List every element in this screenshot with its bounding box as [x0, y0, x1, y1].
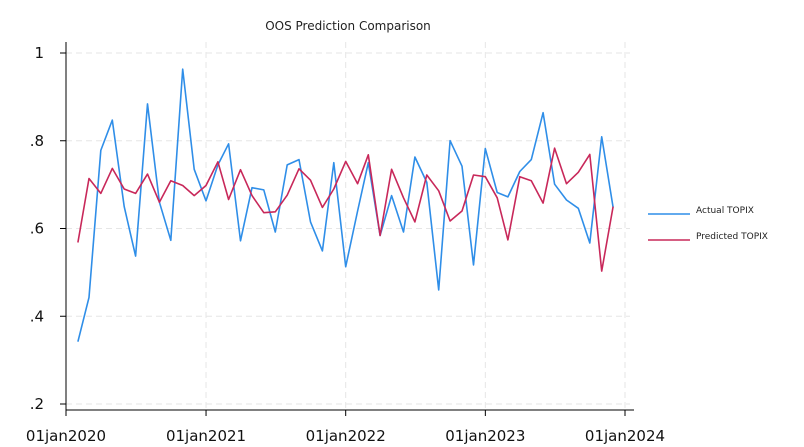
series-line-predicted-topix [77, 147, 614, 272]
gridlines [65, 42, 630, 410]
axes [65, 42, 634, 411]
x-axis-ticks: 01jan2020 01jan2021 01jan2022 01jan2023 01ja… [26, 410, 665, 445]
legend-label-predicted-topix: Predicted TOPIX [696, 232, 768, 242]
chart-title: OOS Prediction Comparison [265, 19, 431, 33]
legend-label-actual-topix: Actual TOPIX [696, 206, 754, 216]
x-tick-label: 01jan2024 [585, 427, 665, 445]
y-tick-label: .2 [30, 395, 44, 413]
series-line-actual-topix [77, 68, 614, 342]
y-axis-ticks: .2 .4 .6 .8 1 [30, 44, 66, 413]
series-lines [77, 68, 614, 342]
y-tick-label: .8 [30, 132, 44, 150]
y-tick-label: .6 [30, 220, 44, 238]
x-tick-label: 01jan2021 [166, 427, 246, 445]
x-tick-label: 01jan2023 [445, 427, 525, 445]
y-tick-label: 1 [34, 44, 44, 62]
legend: Actual TOPIX Predicted TOPIX [648, 206, 768, 242]
y-tick-label: .4 [30, 307, 44, 325]
x-tick-label: 01jan2020 [26, 427, 106, 445]
x-tick-label: 01jan2022 [306, 427, 386, 445]
